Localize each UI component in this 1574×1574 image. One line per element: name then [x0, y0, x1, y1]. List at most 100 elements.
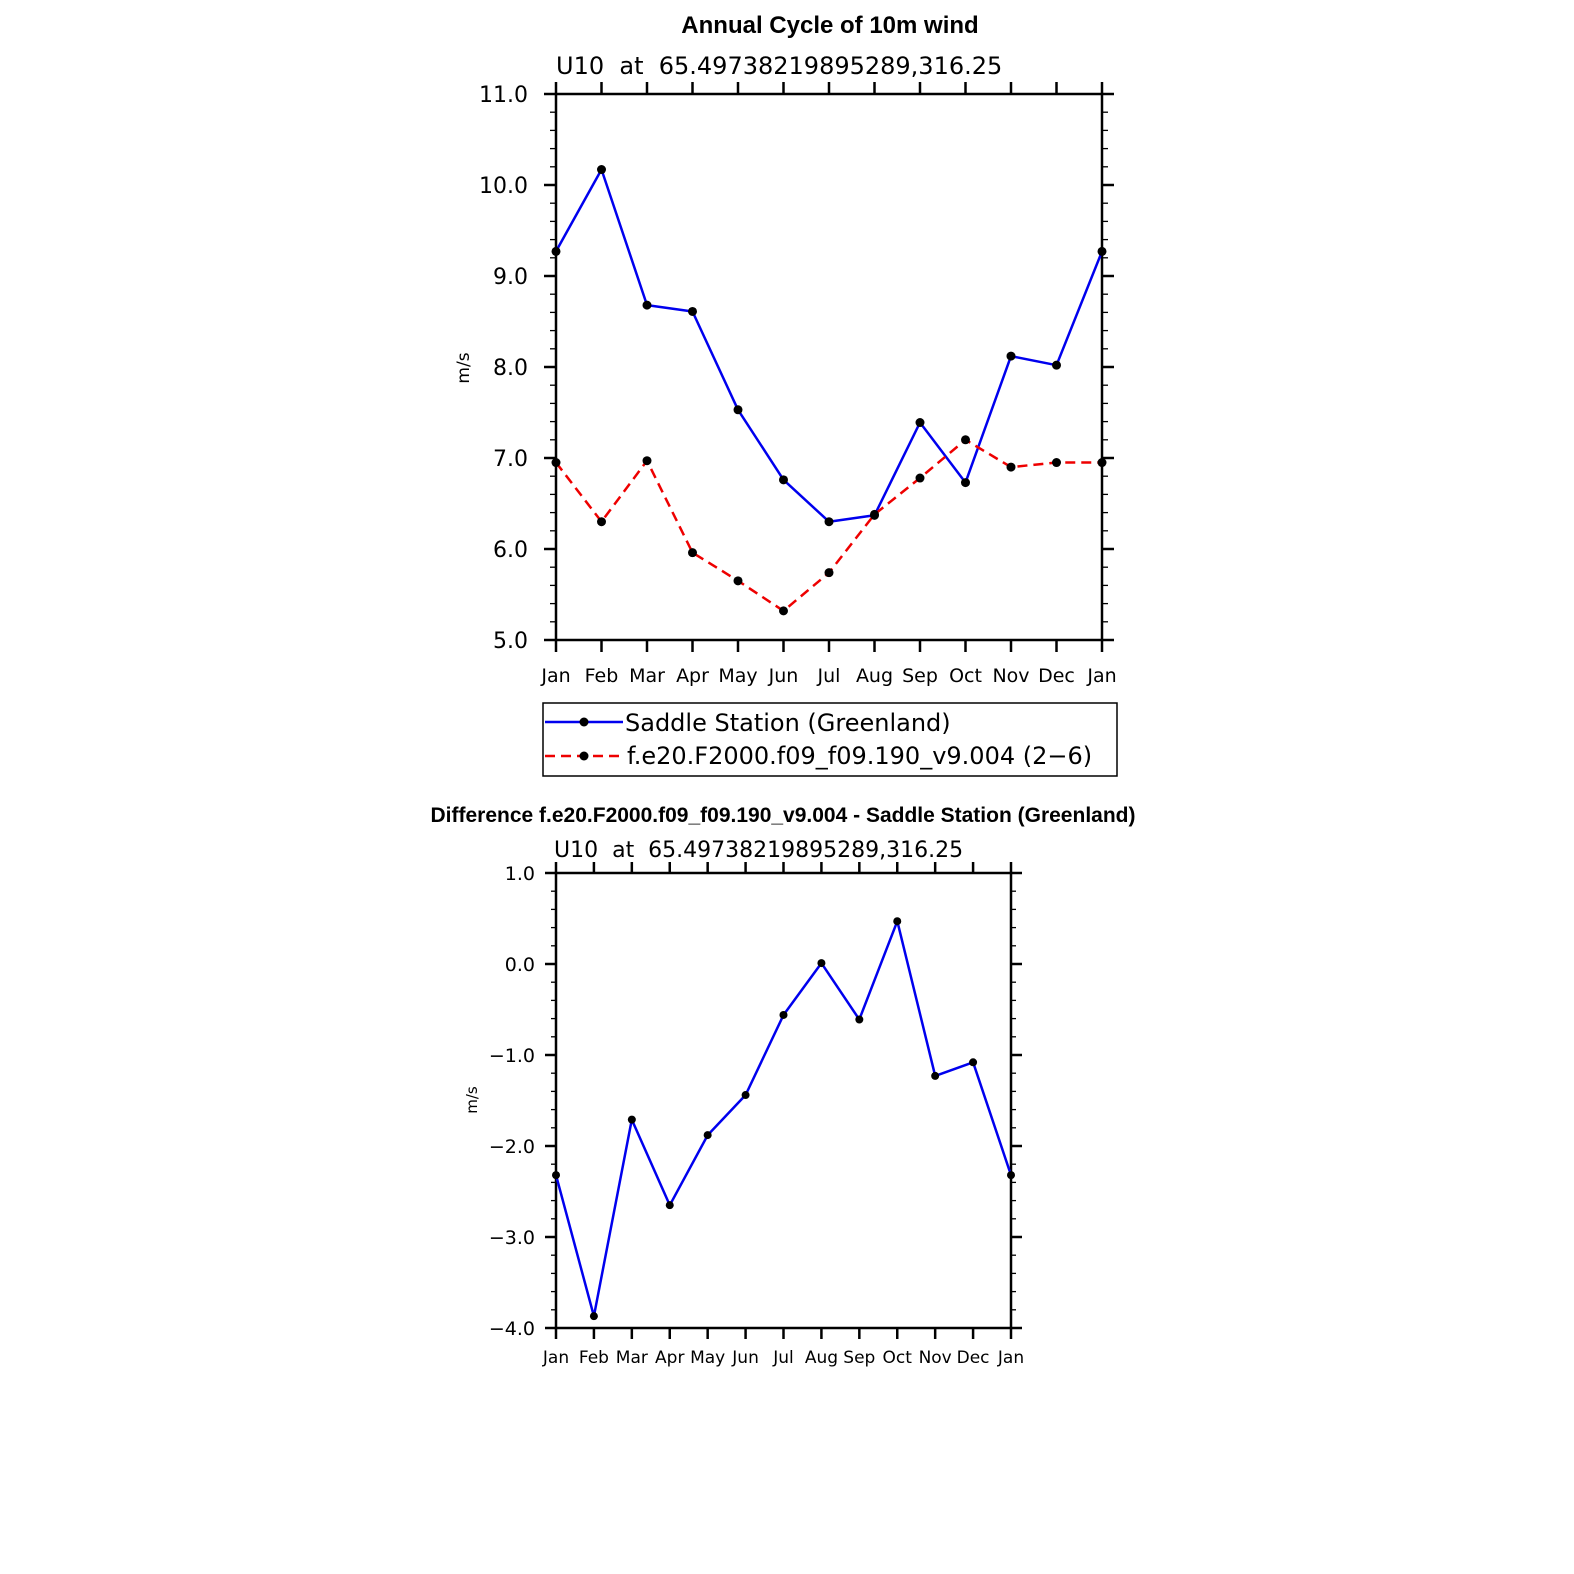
x-tick-label: May [690, 1348, 725, 1368]
x-tick-label: Mar [616, 1348, 648, 1368]
chart-title: Annual Cycle of 10m wind [681, 12, 978, 39]
data-point-0 [1097, 246, 1107, 256]
data-point-0 [627, 1115, 636, 1124]
data-point-1 [551, 458, 561, 468]
y-tick-label: 8.0 [493, 356, 528, 381]
data-point-0 [741, 1091, 750, 1100]
x-tick-label: Feb [585, 665, 619, 687]
data-point-1 [870, 509, 879, 519]
x-tick-label: Jan [542, 1348, 569, 1368]
x-tick-label: Jul [772, 1348, 794, 1368]
data-point-0 [1007, 1171, 1015, 1180]
x-tick-labels: Jan Feb Mar Apr May Jun Jul Aug Sep Oct Nov Dec Jan [540, 665, 1116, 687]
x-tick-label: Sep [902, 665, 938, 687]
data-point-1 [961, 435, 970, 445]
legend-box [542, 702, 1118, 777]
data-point-0 [961, 478, 970, 488]
legend-label-model: f.e20.F2000.f09_f09.190_v9.004 (2−6) [627, 742, 1092, 770]
data-point-0 [551, 246, 561, 256]
data-point-1 [597, 517, 606, 527]
data-point-0 [824, 517, 834, 527]
y-tick-label: 7.0 [493, 447, 528, 472]
x-tick-label: May [718, 665, 757, 687]
chart-subtitle: U10 at 65.49738219895289,316.25 [554, 838, 963, 863]
x-tick-label: Jun [731, 1348, 759, 1368]
data-point-1 [642, 456, 652, 466]
annual-cycle-chart: Annual Cycle of 10m wind U10 at 65.49738… [454, 12, 1118, 777]
x-tick-label: Jan [997, 1348, 1024, 1368]
data-point-0 [1006, 351, 1016, 361]
x-tick-label: Dec [957, 1348, 990, 1368]
minor-ticks [550, 93, 1108, 641]
data-point-0 [779, 1010, 788, 1019]
x-tick-label: Oct [949, 665, 982, 687]
y-tick-label: 1.0 [505, 863, 535, 885]
data-point-0 [733, 405, 743, 415]
data-point-1 [1006, 462, 1016, 472]
data-point-0 [703, 1131, 712, 1140]
data-point-1 [915, 473, 925, 483]
x-tick-label: Dec [1038, 665, 1075, 687]
plot-border [554, 92, 1104, 642]
y-tick-label: 10.0 [479, 174, 528, 199]
data-point-1 [688, 548, 697, 558]
data-point-1 [733, 576, 743, 586]
y-tick-label: 9.0 [493, 265, 528, 290]
x-tick-label: Aug [805, 1348, 838, 1368]
chart-subtitle: U10 at 65.49738219895289,316.25 [556, 52, 1002, 80]
data-point-0 [915, 418, 925, 428]
y-tick-label: −1.0 [489, 1045, 535, 1067]
legend-marker-model [579, 751, 589, 761]
y-tick-labels: 5.0 6.0 7.0 8.0 9.0 10.0 11.0 [479, 83, 528, 654]
plot-frame [545, 862, 1022, 1339]
x-tick-label: Oct [883, 1348, 913, 1368]
data-point-0 [893, 917, 902, 926]
data-point-0 [642, 300, 652, 310]
data-point-0 [688, 306, 697, 316]
data-point-0 [969, 1058, 978, 1067]
y-tick-label: 6.0 [493, 538, 528, 563]
x-tick-label: Nov [919, 1348, 952, 1368]
difference-chart: Difference f.e20.F2000.f09_f09.190_v9.00… [431, 804, 1136, 1368]
plot-border [554, 871, 1013, 1330]
data-point-0 [589, 1312, 598, 1321]
x-tick-label: Jul [817, 665, 841, 687]
x-tick-label: Apr [655, 1348, 684, 1368]
y-tick-label: 0.0 [505, 954, 535, 976]
y-tick-label: −3.0 [489, 1227, 535, 1249]
y-axis-label: m/s [463, 1086, 481, 1114]
data-point-1 [1097, 458, 1107, 468]
data-point-0 [779, 475, 788, 485]
y-axis-label: m/s [454, 352, 474, 383]
data-point-1 [779, 606, 788, 616]
data-point-0 [552, 1171, 560, 1180]
x-tick-label: Nov [992, 665, 1029, 687]
series-layer [552, 917, 1015, 1321]
legend-label-saddle: Saddle Station (Greenland) [625, 709, 951, 737]
x-tick-label: Sep [843, 1348, 875, 1368]
data-point-0 [665, 1201, 674, 1210]
x-tick-label: Jan [1086, 665, 1116, 687]
series-line-0 [554, 168, 1104, 523]
x-tick-labels: Jan Feb Mar Apr May Jun Jul Aug Sep Oct Nov Dec Jan [542, 1348, 1024, 1368]
x-tick-label: Jan [540, 665, 570, 687]
x-tick-label: Feb [579, 1348, 609, 1368]
data-point-1 [1052, 458, 1061, 468]
series-layer [551, 165, 1107, 616]
x-tick-label: Aug [856, 665, 893, 687]
legend-marker-saddle [579, 717, 589, 727]
chart-title: Difference f.e20.F2000.f09_f09.190_v9.00… [431, 804, 1136, 827]
y-tick-label: 11.0 [479, 83, 528, 108]
data-point-0 [817, 959, 826, 968]
data-point-0 [931, 1071, 940, 1080]
data-point-0 [1052, 360, 1061, 370]
legend: Saddle Station (Greenland) f.e20.F2000.f… [542, 702, 1118, 777]
y-tick-label: −4.0 [489, 1318, 535, 1340]
y-tick-labels: −4.0 −3.0 −2.0 −1.0 0.0 1.0 [489, 863, 535, 1340]
data-point-0 [597, 165, 606, 175]
y-tick-label: −2.0 [489, 1136, 535, 1158]
x-tick-label: Jun [768, 665, 799, 687]
x-tick-label: Mar [629, 665, 665, 687]
x-tick-label: Apr [676, 665, 709, 687]
